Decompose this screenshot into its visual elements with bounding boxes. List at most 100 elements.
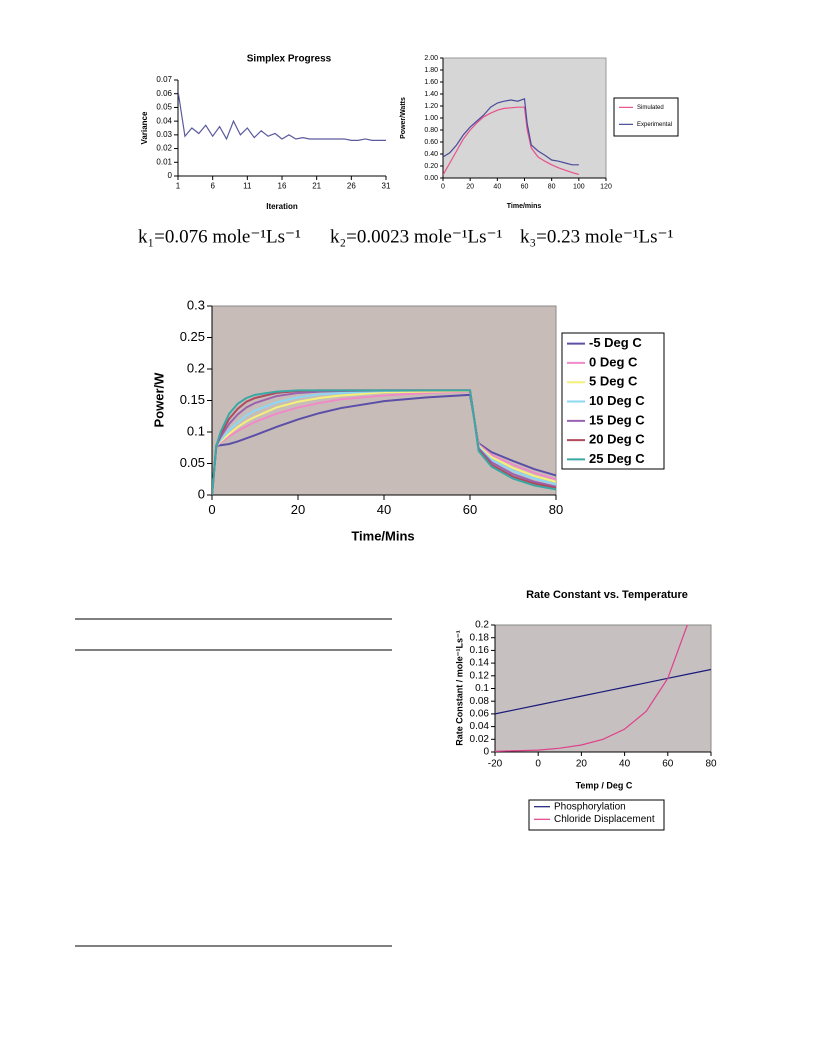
x-tick-label: 11	[243, 182, 252, 191]
x-tick-label: 60	[463, 502, 477, 517]
y-tick-label: 1.80	[424, 67, 438, 74]
legend-label: 25 Deg C	[589, 451, 645, 466]
x-tick-label: 6	[210, 182, 215, 191]
y-tick-label: 0.3	[187, 297, 205, 312]
y-tick-label: 0.02	[156, 144, 172, 153]
x-tick-label: 0	[535, 759, 541, 770]
x-tick-label: 40	[377, 502, 391, 517]
x-axis-label: Temp / Deg C	[576, 780, 633, 790]
chart-title: Simplex Progress	[247, 54, 332, 65]
y-tick-label: 0.40	[424, 151, 438, 158]
y-tick-label: 0.15	[180, 392, 205, 407]
y-tick-label: 0.18	[470, 632, 490, 643]
rate-constant: k₃=0.23 mole⁻¹Ls⁻¹	[520, 226, 674, 247]
x-tick-label: -20	[488, 759, 503, 770]
y-tick-label: 0.12	[470, 670, 490, 681]
y-tick-label: 1.40	[424, 91, 438, 98]
legend-label: 5 Deg C	[589, 374, 638, 389]
legend-label: Chloride Displacement	[554, 814, 655, 825]
x-tick-label: 31	[382, 182, 391, 191]
y-tick-label: 0.06	[156, 89, 172, 98]
legend-label: 20 Deg C	[589, 432, 645, 447]
y-axis-label: Power/Watts	[400, 97, 407, 139]
legend-label: Simulated	[637, 105, 664, 111]
rate-constant: k₁=0.076 mole⁻¹Ls⁻¹	[138, 226, 301, 247]
y-tick-label: 0.05	[156, 103, 172, 112]
legend-label: Experimental	[637, 122, 672, 128]
series-line	[443, 106, 579, 176]
x-axis-label: Time/mins	[507, 203, 542, 210]
x-tick-label: 60	[521, 183, 529, 190]
y-axis-label: Rate Constant / mole⁻¹Ls⁻¹	[454, 630, 464, 746]
y-tick-label: 0.07	[156, 75, 172, 84]
y-tick-label: 0.03	[156, 130, 172, 139]
x-tick-label: 26	[347, 182, 356, 191]
x-tick-label: 40	[493, 183, 501, 190]
x-tick-label: 1	[176, 182, 181, 191]
series-line	[212, 390, 556, 495]
y-axis-label: Variance	[140, 111, 149, 144]
legend-label: 10 Deg C	[589, 393, 645, 408]
x-tick-label: 20	[466, 183, 474, 190]
x-tick-label: 40	[619, 759, 631, 770]
series-line	[212, 390, 556, 495]
y-tick-label: 0.1	[475, 683, 489, 694]
plot-area	[494, 624, 712, 753]
x-tick-label: 20	[291, 502, 305, 517]
chart-title: Rate Constant vs. Temperature	[526, 589, 688, 601]
x-axis-label: Iteration	[266, 202, 298, 211]
x-tick-label: 0	[441, 183, 445, 190]
y-tick-label: 0.20	[424, 163, 438, 170]
y-tick-label: 0	[483, 747, 489, 758]
y-tick-label: 1.60	[424, 79, 438, 86]
y-tick-label: 0.05	[180, 455, 205, 470]
x-tick-label: 0	[208, 502, 215, 517]
series-line	[178, 90, 386, 141]
y-tick-label: 0.16	[470, 645, 490, 656]
y-tick-label: 0.80	[424, 127, 438, 134]
y-tick-label: 1.00	[424, 115, 438, 122]
y-tick-label: 0.2	[187, 360, 205, 375]
series-line	[495, 625, 688, 752]
x-tick-label: 120	[600, 183, 612, 190]
series-line	[443, 97, 579, 166]
y-tick-label: 0.08	[470, 696, 490, 707]
plot-area	[178, 80, 386, 176]
x-axis-label: Time/Mins	[351, 528, 414, 543]
x-tick-label: 100	[573, 183, 585, 190]
x-tick-label: 60	[662, 759, 674, 770]
x-tick-label: 80	[705, 759, 717, 770]
legend-label: 0 Deg C	[589, 354, 638, 369]
series-line	[495, 668, 711, 715]
legend-label: 15 Deg C	[589, 412, 645, 427]
y-tick-label: 0.14	[470, 658, 490, 669]
y-tick-label: 0.02	[470, 734, 490, 745]
legend-box	[528, 799, 665, 831]
x-tick-label: 80	[549, 502, 563, 517]
y-tick-label: 2.00	[424, 55, 438, 62]
y-axis-label: Power/W	[151, 372, 166, 428]
x-tick-label: 21	[312, 182, 321, 191]
legend-box	[613, 97, 679, 137]
legend-label: Phosphorylation	[554, 801, 626, 812]
y-tick-label: 0.00	[424, 175, 438, 182]
series-line	[212, 389, 556, 495]
y-tick-label: 0.04	[470, 721, 490, 732]
y-tick-label: 0	[198, 486, 205, 501]
y-tick-label: 0.60	[424, 139, 438, 146]
y-tick-label: 0.2	[475, 620, 489, 631]
series-line	[212, 393, 556, 495]
series-line	[212, 389, 556, 495]
rate-constant: k₂=0.0023 mole⁻¹Ls⁻¹	[330, 226, 503, 247]
y-tick-label: 0.25	[180, 329, 205, 344]
y-tick-label: 0.1	[187, 423, 205, 438]
x-tick-label: 16	[278, 182, 287, 191]
legend-label: -5 Deg C	[589, 335, 642, 350]
y-tick-label: 0.01	[156, 157, 172, 166]
plot-area	[442, 57, 607, 179]
y-tick-label: 0.04	[156, 116, 172, 125]
y-tick-label: 0.06	[470, 709, 490, 720]
x-tick-label: 20	[576, 759, 588, 770]
